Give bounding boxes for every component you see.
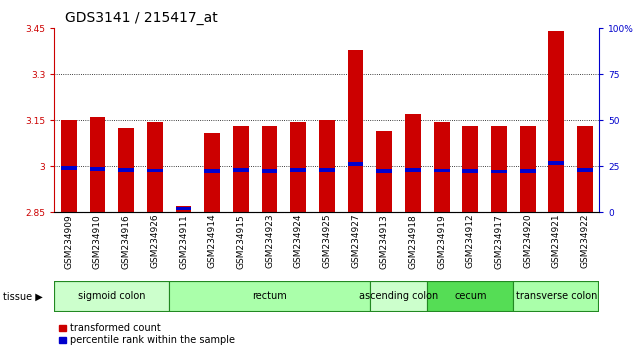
Bar	[370, 281, 428, 312]
Bar	[347, 50, 363, 212]
Bar	[376, 131, 392, 212]
Bar	[90, 167, 105, 171]
Bar	[147, 169, 163, 172]
Text: rectum: rectum	[252, 291, 287, 302]
Bar	[319, 120, 335, 212]
Bar	[169, 281, 370, 312]
Bar	[90, 117, 105, 212]
Bar	[290, 168, 306, 172]
Text: ascending colon: ascending colon	[359, 291, 438, 302]
Bar	[262, 169, 278, 172]
Bar	[491, 126, 507, 212]
Bar	[54, 281, 169, 312]
Bar	[405, 168, 421, 172]
Bar	[549, 161, 564, 165]
Bar	[428, 281, 513, 312]
Bar	[549, 32, 564, 212]
Bar	[513, 281, 599, 312]
Text: cecum: cecum	[454, 291, 487, 302]
Bar	[577, 168, 593, 172]
Bar	[119, 128, 134, 212]
Bar	[176, 207, 192, 210]
Bar	[520, 126, 535, 212]
Bar	[491, 170, 507, 173]
Bar	[462, 126, 478, 212]
Bar	[61, 166, 77, 170]
Bar	[204, 133, 220, 212]
Bar	[319, 168, 335, 172]
Text: transverse colon: transverse colon	[515, 291, 597, 302]
Bar	[290, 122, 306, 212]
Bar	[147, 122, 163, 212]
Bar	[204, 169, 220, 173]
Bar	[233, 168, 249, 172]
Bar	[262, 126, 278, 212]
Text: GDS3141 / 215417_at: GDS3141 / 215417_at	[65, 11, 218, 24]
Text: tissue ▶: tissue ▶	[3, 291, 43, 302]
Bar	[61, 120, 77, 212]
Text: sigmoid colon: sigmoid colon	[78, 291, 146, 302]
Bar	[434, 122, 449, 212]
Bar	[347, 162, 363, 166]
Bar	[434, 169, 449, 172]
Bar	[577, 126, 593, 212]
Bar	[176, 206, 192, 212]
Bar	[405, 114, 421, 212]
Bar	[520, 170, 535, 173]
Bar	[462, 169, 478, 173]
Bar	[376, 169, 392, 172]
Bar	[233, 126, 249, 212]
Legend: transformed count, percentile rank within the sample: transformed count, percentile rank withi…	[60, 324, 235, 346]
Bar	[119, 168, 134, 172]
